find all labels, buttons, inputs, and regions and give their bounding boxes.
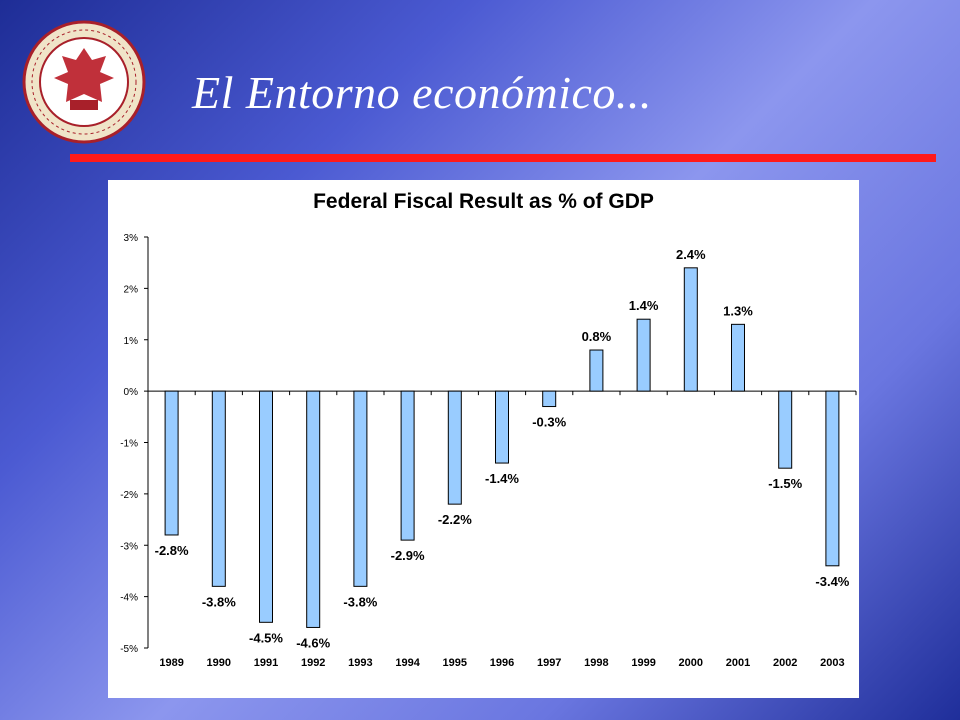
y-tick-label: -3% bbox=[120, 541, 138, 552]
bar bbox=[164, 390, 179, 536]
slide-title: El Entorno económico... bbox=[192, 67, 652, 118]
title-divider bbox=[70, 154, 936, 162]
bar bbox=[495, 390, 509, 464]
y-tick-label: 1% bbox=[124, 336, 139, 347]
bar bbox=[542, 390, 557, 408]
x-tick-label: 1989 bbox=[159, 657, 183, 669]
data-label: -3.8% bbox=[343, 594, 377, 609]
chart-title: Federal Fiscal Result as % of GDP bbox=[313, 190, 654, 213]
y-tick-label: 2% bbox=[124, 284, 139, 295]
bar bbox=[400, 390, 415, 541]
data-label: -3.4% bbox=[815, 574, 849, 589]
y-tick-label: -5% bbox=[120, 644, 138, 655]
y-tick-label: 0% bbox=[124, 387, 139, 398]
x-tick-label: 2003 bbox=[820, 657, 844, 669]
x-tick-label: 1990 bbox=[207, 657, 231, 669]
bar bbox=[683, 267, 698, 392]
x-tick-label: 2001 bbox=[726, 657, 750, 669]
y-tick-label: 3% bbox=[124, 233, 139, 244]
bar bbox=[211, 390, 226, 587]
data-label: -1.5% bbox=[768, 476, 802, 491]
university-seal-icon bbox=[22, 20, 146, 144]
x-tick-label: 1997 bbox=[537, 657, 561, 669]
y-tick-label: -1% bbox=[120, 439, 138, 450]
x-tick-label: 1993 bbox=[348, 657, 372, 669]
y-tick-label: -4% bbox=[120, 593, 138, 604]
bar bbox=[731, 323, 745, 392]
data-label: 1.4% bbox=[629, 298, 659, 313]
data-label: -0.3% bbox=[532, 415, 566, 430]
bar bbox=[636, 318, 651, 392]
bar bbox=[589, 349, 604, 392]
y-tick-label: -2% bbox=[120, 490, 138, 501]
data-label: -4.6% bbox=[296, 635, 330, 650]
bar-chart: 3% 2% 1% 0% -1% -2% -3% -4% -5% -2.8% 1989 -3.8% 199… bbox=[120, 233, 857, 669]
chart-panel: Federal Fiscal Result as % of GDP 3% 2% 1%… bbox=[108, 180, 859, 698]
data-label: -2.2% bbox=[438, 512, 472, 527]
data-label: 1.3% bbox=[723, 303, 753, 318]
x-tick-label: 2000 bbox=[679, 657, 703, 669]
x-tick-label: 1992 bbox=[301, 657, 325, 669]
x-tick-label: 1994 bbox=[395, 657, 420, 669]
x-tick-label: 1996 bbox=[490, 657, 514, 669]
data-label: -3.8% bbox=[202, 594, 236, 609]
data-label: -1.4% bbox=[485, 471, 519, 486]
bar bbox=[447, 390, 462, 505]
x-tick-label: 1999 bbox=[631, 657, 655, 669]
data-label: -2.9% bbox=[391, 548, 425, 563]
data-label: -4.5% bbox=[249, 630, 283, 645]
data-label: 2.4% bbox=[676, 247, 706, 262]
x-tick-label: 2002 bbox=[773, 657, 797, 669]
bar bbox=[259, 390, 273, 623]
bar bbox=[778, 390, 793, 469]
bar bbox=[825, 390, 840, 567]
x-tick-label: 1991 bbox=[254, 657, 278, 669]
bar bbox=[306, 390, 321, 628]
x-tick-label: 1995 bbox=[443, 657, 467, 669]
bar bbox=[353, 390, 368, 587]
data-label: -2.8% bbox=[155, 543, 189, 558]
data-label: 0.8% bbox=[582, 329, 612, 344]
x-tick-label: 1998 bbox=[584, 657, 608, 669]
